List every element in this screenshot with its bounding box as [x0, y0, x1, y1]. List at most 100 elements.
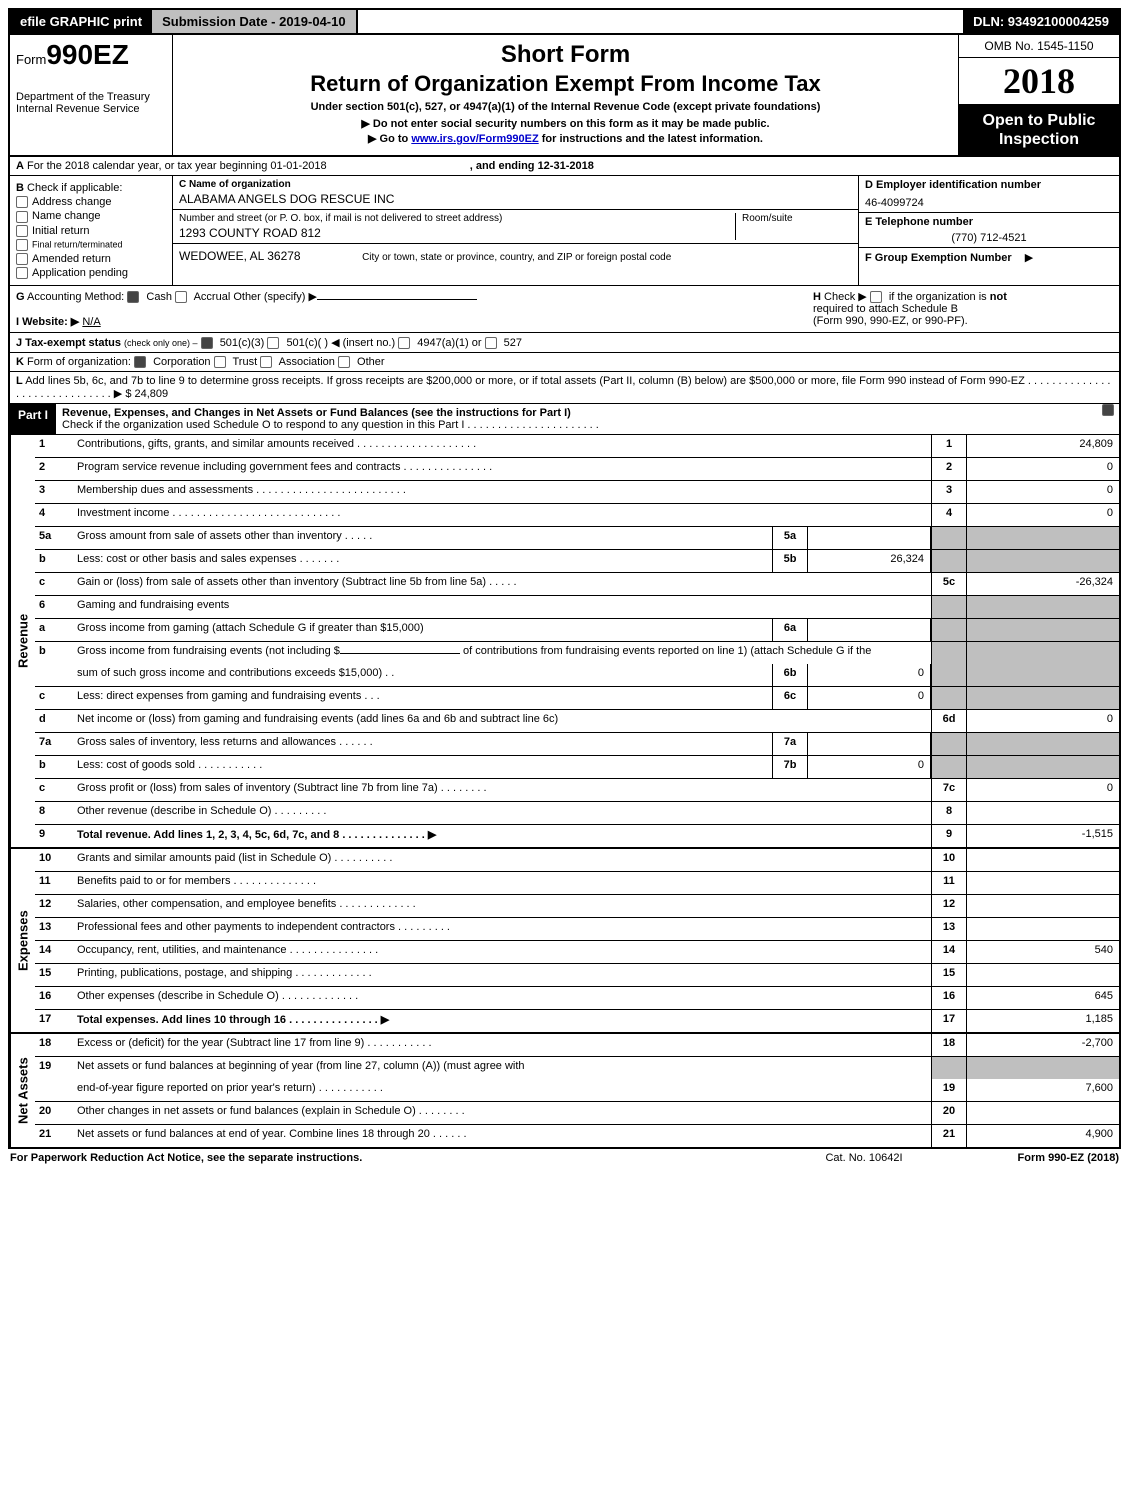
net-assets-table: Net Assets 18Excess or (deficit) for the…	[8, 1034, 1121, 1149]
org-info: C Name of organization ALABAMA ANGELS DO…	[173, 176, 858, 284]
other-specify-input[interactable]	[317, 299, 477, 300]
l6a-sub: 6a	[772, 619, 808, 641]
checkbox-amended-return[interactable]	[16, 253, 28, 265]
checkbox-4947[interactable]	[398, 337, 410, 349]
checkbox-527[interactable]	[485, 337, 497, 349]
k-label: K	[16, 356, 24, 368]
l9-num: 9	[35, 825, 73, 847]
efile-print-button[interactable]: efile GRAPHIC print	[10, 10, 152, 33]
l4-box: 4	[931, 504, 966, 526]
l3-box: 3	[931, 481, 966, 503]
l14-box: 14	[931, 941, 966, 963]
l14-val: 540	[966, 941, 1119, 963]
h-text3: not	[990, 291, 1007, 303]
l6b-box-shaded	[931, 642, 966, 664]
l17-desc: Total expenses. Add lines 10 through 16 …	[73, 1010, 931, 1032]
checkbox-address-change[interactable]	[16, 196, 28, 208]
l6a-val-shaded	[966, 619, 1119, 641]
street-cell: Number and street (or P. O. box, if mail…	[173, 210, 858, 244]
l5b-subval: 26,324	[808, 550, 931, 572]
f-arrow: ▶	[1025, 252, 1033, 264]
footer-right: Form 990-EZ (2018)	[949, 1152, 1119, 1164]
l17-val: 1,185	[966, 1010, 1119, 1032]
l6b-subval: 0	[808, 664, 931, 686]
l6b2-box-shaded	[931, 664, 966, 686]
l10-num: 10	[35, 849, 73, 871]
l6-box-shaded	[931, 596, 966, 618]
checkbox-h[interactable]	[870, 291, 882, 303]
l19-desc1: Net assets or fund balances at beginning…	[73, 1057, 931, 1079]
l-arrow: ▶	[114, 388, 122, 400]
l6a-num: a	[35, 619, 73, 641]
checkbox-application-pending[interactable]	[16, 267, 28, 279]
form-number: Form990EZ	[16, 39, 166, 71]
cb-label-5: Application pending	[32, 267, 128, 279]
checkbox-accrual[interactable]	[175, 291, 187, 303]
checkbox-association[interactable]	[260, 356, 272, 368]
part-i-checkbox[interactable]	[1101, 404, 1119, 434]
l19-num: 19	[35, 1057, 73, 1079]
k-o1: Corporation	[153, 356, 210, 368]
h-text4: required to attach Schedule B	[813, 303, 958, 315]
footer-left: For Paperwork Reduction Act Notice, see …	[10, 1152, 779, 1164]
dln: DLN: 93492100004259	[963, 10, 1119, 33]
l4-val: 0	[966, 504, 1119, 526]
l6d-box: 6d	[931, 710, 966, 732]
row-a: A For the 2018 calendar year, or tax yea…	[8, 157, 1121, 176]
l5b-num: b	[35, 550, 73, 572]
l4-desc: Investment income . . . . . . . . . . . …	[73, 504, 931, 526]
l12-num: 12	[35, 895, 73, 917]
l14-desc: Occupancy, rent, utilities, and maintena…	[73, 941, 931, 963]
irs-link[interactable]: www.irs.gov/Form990EZ	[411, 133, 538, 145]
row-a-text2: , and ending 12-31-2018	[470, 160, 594, 172]
cb-label-4: Amended return	[32, 253, 111, 265]
l19-desc2: end-of-year figure reported on prior yea…	[73, 1079, 931, 1101]
l13-box: 13	[931, 918, 966, 940]
instruction-2: ▶ Go to www.irs.gov/Form990EZ for instru…	[179, 132, 952, 145]
checkbox-name-change[interactable]	[16, 211, 28, 223]
h-text2: if the organization is	[889, 291, 987, 303]
j-o2-arrow: ◀ (insert no.)	[331, 337, 395, 349]
checkbox-other-org[interactable]	[338, 356, 350, 368]
l8-val	[966, 802, 1119, 824]
l1-num: 1	[35, 435, 73, 457]
l15-num: 15	[35, 964, 73, 986]
l1-desc: Contributions, gifts, grants, and simila…	[73, 435, 931, 457]
l5b-val-shaded	[966, 550, 1119, 572]
l5c-desc: Gain or (loss) from sale of assets other…	[73, 573, 931, 595]
l6b2-val-shaded	[966, 664, 1119, 686]
expenses-sidebar: Expenses	[10, 849, 35, 1032]
cb-label-0: Address change	[32, 196, 112, 208]
l6c-subval: 0	[808, 687, 931, 709]
l5a-num: 5a	[35, 527, 73, 549]
l5a-sub: 5a	[772, 527, 808, 549]
checkbox-501c[interactable]	[267, 337, 279, 349]
k-o3: Association	[279, 356, 335, 368]
checkbox-corporation[interactable]	[134, 356, 146, 368]
l6b-blank[interactable]	[340, 653, 460, 654]
checkbox-trust[interactable]	[214, 356, 226, 368]
row-a-text1: For the 2018 calendar year, or tax year …	[27, 160, 327, 172]
entity-block: B Check if applicable: Address change Na…	[8, 176, 1121, 285]
l6b-sub: 6b	[772, 664, 808, 686]
checkbox-501c3[interactable]	[201, 337, 213, 349]
part-i-label: Part I	[10, 404, 56, 434]
right-info: D Employer identification number 46-4099…	[858, 176, 1119, 284]
l7c-val: 0	[966, 779, 1119, 801]
l6b-val-shaded	[966, 642, 1119, 664]
l7b-desc: Less: cost of goods sold . . . . . . . .…	[73, 756, 772, 778]
l6a-desc: Gross income from gaming (attach Schedul…	[73, 619, 772, 641]
tax-year: 2018	[959, 58, 1119, 105]
l19-val: 7,600	[966, 1079, 1119, 1101]
room-label: Room/suite	[742, 213, 852, 224]
l5a-val-shaded	[966, 527, 1119, 549]
l6-num: 6	[35, 596, 73, 618]
ein-cell: D Employer identification number 46-4099…	[859, 176, 1119, 213]
j-o2: 501(c)( )	[286, 337, 328, 349]
k-text: Form of organization:	[27, 356, 131, 368]
checkbox-cash[interactable]	[127, 291, 139, 303]
checkbox-final-return[interactable]	[16, 239, 28, 251]
checkbox-initial-return[interactable]	[16, 225, 28, 237]
cash-label: Cash	[146, 291, 172, 303]
l7a-sub: 7a	[772, 733, 808, 755]
